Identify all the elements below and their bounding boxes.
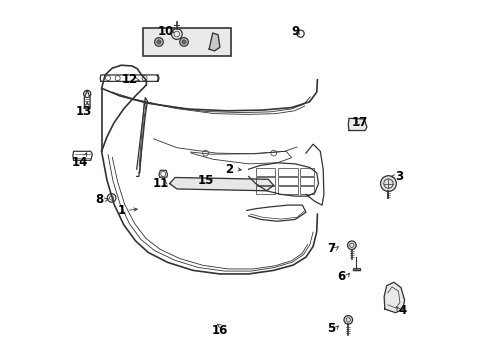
Bar xyxy=(278,168,298,176)
Text: 9: 9 xyxy=(291,25,299,38)
Bar xyxy=(299,177,314,185)
Text: 1: 1 xyxy=(117,204,125,217)
Circle shape xyxy=(155,38,163,46)
Text: 17: 17 xyxy=(352,116,368,129)
Circle shape xyxy=(182,40,186,44)
Text: 12: 12 xyxy=(122,73,138,86)
Text: 10: 10 xyxy=(158,25,174,38)
Text: 7: 7 xyxy=(327,242,335,255)
Bar xyxy=(278,177,298,185)
Polygon shape xyxy=(353,268,360,270)
Circle shape xyxy=(157,40,161,44)
Bar xyxy=(143,28,231,56)
Circle shape xyxy=(180,38,188,46)
Circle shape xyxy=(381,176,396,192)
Text: 13: 13 xyxy=(75,105,92,118)
Bar xyxy=(256,168,275,176)
Text: 15: 15 xyxy=(197,174,214,186)
Text: 11: 11 xyxy=(152,177,169,190)
Text: 8: 8 xyxy=(96,193,104,206)
Bar xyxy=(256,177,275,185)
Text: 6: 6 xyxy=(338,270,346,283)
Circle shape xyxy=(347,241,356,249)
Text: 5: 5 xyxy=(327,322,335,335)
Text: 4: 4 xyxy=(399,305,407,318)
Polygon shape xyxy=(384,282,405,313)
Text: 2: 2 xyxy=(225,163,233,176)
Polygon shape xyxy=(209,33,220,51)
Circle shape xyxy=(344,316,353,324)
Text: 3: 3 xyxy=(395,170,403,183)
Bar xyxy=(278,186,298,194)
Text: 16: 16 xyxy=(212,324,228,337)
Polygon shape xyxy=(170,177,274,191)
Text: 14: 14 xyxy=(72,156,88,168)
Bar xyxy=(299,168,314,176)
Bar xyxy=(256,186,275,194)
Bar xyxy=(299,186,314,194)
Polygon shape xyxy=(348,118,367,131)
